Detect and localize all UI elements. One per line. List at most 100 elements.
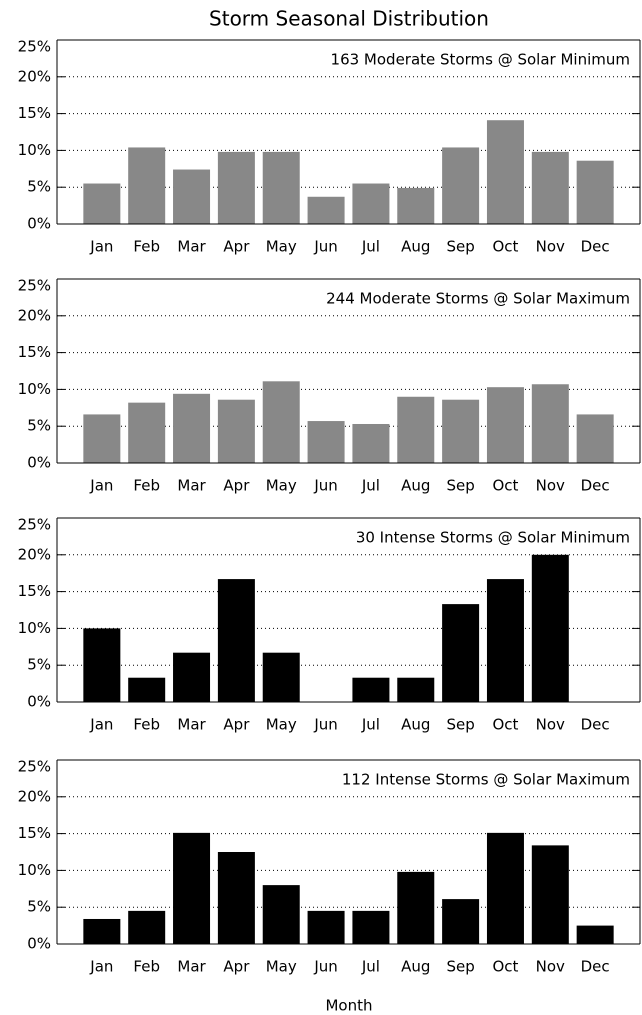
- panel-subtitle: 112 Intense Storms @ Solar Maximum: [342, 771, 630, 789]
- bar: [576, 414, 614, 463]
- x-tick-label: Jun: [313, 958, 337, 976]
- x-tick-label: May: [266, 716, 297, 734]
- y-tick-label: 20%: [18, 67, 51, 85]
- y-tick-label: 15%: [18, 582, 51, 600]
- bar: [442, 147, 480, 224]
- y-tick-label: 5%: [27, 178, 51, 196]
- bar: [531, 554, 569, 702]
- bar: [576, 160, 614, 224]
- x-tick-label: Oct: [492, 958, 518, 976]
- y-tick-label: 5%: [27, 898, 51, 916]
- x-tick-label: Dec: [581, 238, 610, 256]
- bar: [531, 151, 569, 224]
- x-axis-label: Month: [325, 997, 372, 1015]
- x-tick-label: Jun: [313, 477, 337, 495]
- bar: [352, 910, 390, 944]
- bar: [83, 918, 121, 944]
- bar: [397, 871, 435, 944]
- bar: [173, 169, 211, 224]
- bar: [128, 910, 166, 944]
- panel-subtitle: 30 Intense Storms @ Solar Minimum: [356, 529, 630, 547]
- x-tick-label: Feb: [133, 716, 160, 734]
- bar: [128, 402, 166, 463]
- x-tick-label: Apr: [223, 238, 250, 256]
- bar: [83, 414, 121, 463]
- bar: [352, 183, 390, 224]
- bar: [217, 579, 255, 702]
- x-tick-label: Jan: [89, 958, 113, 976]
- x-tick-label: Dec: [581, 958, 610, 976]
- bar: [486, 832, 524, 944]
- bar: [128, 677, 166, 702]
- x-tick-label: Nov: [536, 477, 565, 495]
- y-tick-label: 15%: [18, 104, 51, 122]
- y-tick-label: 0%: [27, 935, 51, 953]
- bar: [576, 925, 614, 944]
- x-tick-label: Aug: [401, 477, 430, 495]
- x-tick-label: Apr: [223, 716, 250, 734]
- y-tick-label: 25%: [18, 38, 51, 56]
- x-tick-label: Aug: [401, 716, 430, 734]
- bar: [128, 147, 166, 224]
- bar: [262, 151, 300, 224]
- x-tick-label: Sep: [446, 958, 474, 976]
- y-tick-label: 10%: [18, 380, 51, 398]
- x-tick-label: Feb: [133, 238, 160, 256]
- x-tick-label: May: [266, 958, 297, 976]
- x-tick-label: Nov: [536, 958, 565, 976]
- x-tick-label: Mar: [177, 716, 206, 734]
- bar: [352, 423, 390, 463]
- bar: [442, 604, 480, 702]
- bar: [262, 652, 300, 702]
- x-tick-label: Jul: [361, 716, 380, 734]
- bar: [262, 381, 300, 463]
- y-tick-label: 25%: [18, 516, 51, 534]
- x-tick-label: Jul: [361, 477, 380, 495]
- bar: [442, 899, 480, 944]
- y-tick-label: 10%: [18, 619, 51, 637]
- y-tick-label: 0%: [27, 454, 51, 472]
- y-tick-label: 20%: [18, 306, 51, 324]
- y-tick-label: 25%: [18, 758, 51, 776]
- x-tick-label: Sep: [446, 477, 474, 495]
- y-tick-label: 15%: [18, 343, 51, 361]
- bar: [352, 677, 390, 702]
- x-tick-label: Dec: [581, 716, 610, 734]
- x-tick-label: Aug: [401, 958, 430, 976]
- x-tick-label: Oct: [492, 238, 518, 256]
- y-tick-label: 5%: [27, 417, 51, 435]
- y-tick-label: 10%: [18, 861, 51, 879]
- x-tick-label: Jan: [89, 477, 113, 495]
- bar: [173, 652, 211, 702]
- x-tick-label: Mar: [177, 958, 206, 976]
- x-tick-label: Jan: [89, 238, 113, 256]
- bar: [173, 832, 211, 944]
- x-tick-label: Feb: [133, 958, 160, 976]
- bar: [217, 151, 255, 224]
- x-tick-label: Apr: [223, 477, 250, 495]
- x-tick-label: Feb: [133, 477, 160, 495]
- x-tick-label: Mar: [177, 238, 206, 256]
- x-tick-label: Nov: [536, 238, 565, 256]
- bar: [531, 384, 569, 463]
- y-tick-label: 25%: [18, 277, 51, 295]
- bar: [173, 393, 211, 463]
- x-tick-label: Aug: [401, 238, 430, 256]
- bar: [397, 396, 435, 463]
- x-tick-label: Oct: [492, 716, 518, 734]
- x-tick-label: Dec: [581, 477, 610, 495]
- x-tick-label: Jun: [313, 716, 337, 734]
- bar: [486, 387, 524, 463]
- y-tick-label: 0%: [27, 693, 51, 711]
- bar: [486, 120, 524, 224]
- bar: [307, 196, 345, 224]
- x-tick-label: Jul: [361, 238, 380, 256]
- y-tick-label: 10%: [18, 141, 51, 159]
- x-tick-label: Oct: [492, 477, 518, 495]
- panel-subtitle: 163 Moderate Storms @ Solar Minimum: [331, 51, 630, 69]
- bar: [83, 183, 121, 224]
- y-tick-label: 20%: [18, 787, 51, 805]
- x-tick-label: Jun: [313, 238, 337, 256]
- bar: [397, 677, 435, 702]
- x-tick-label: Apr: [223, 958, 250, 976]
